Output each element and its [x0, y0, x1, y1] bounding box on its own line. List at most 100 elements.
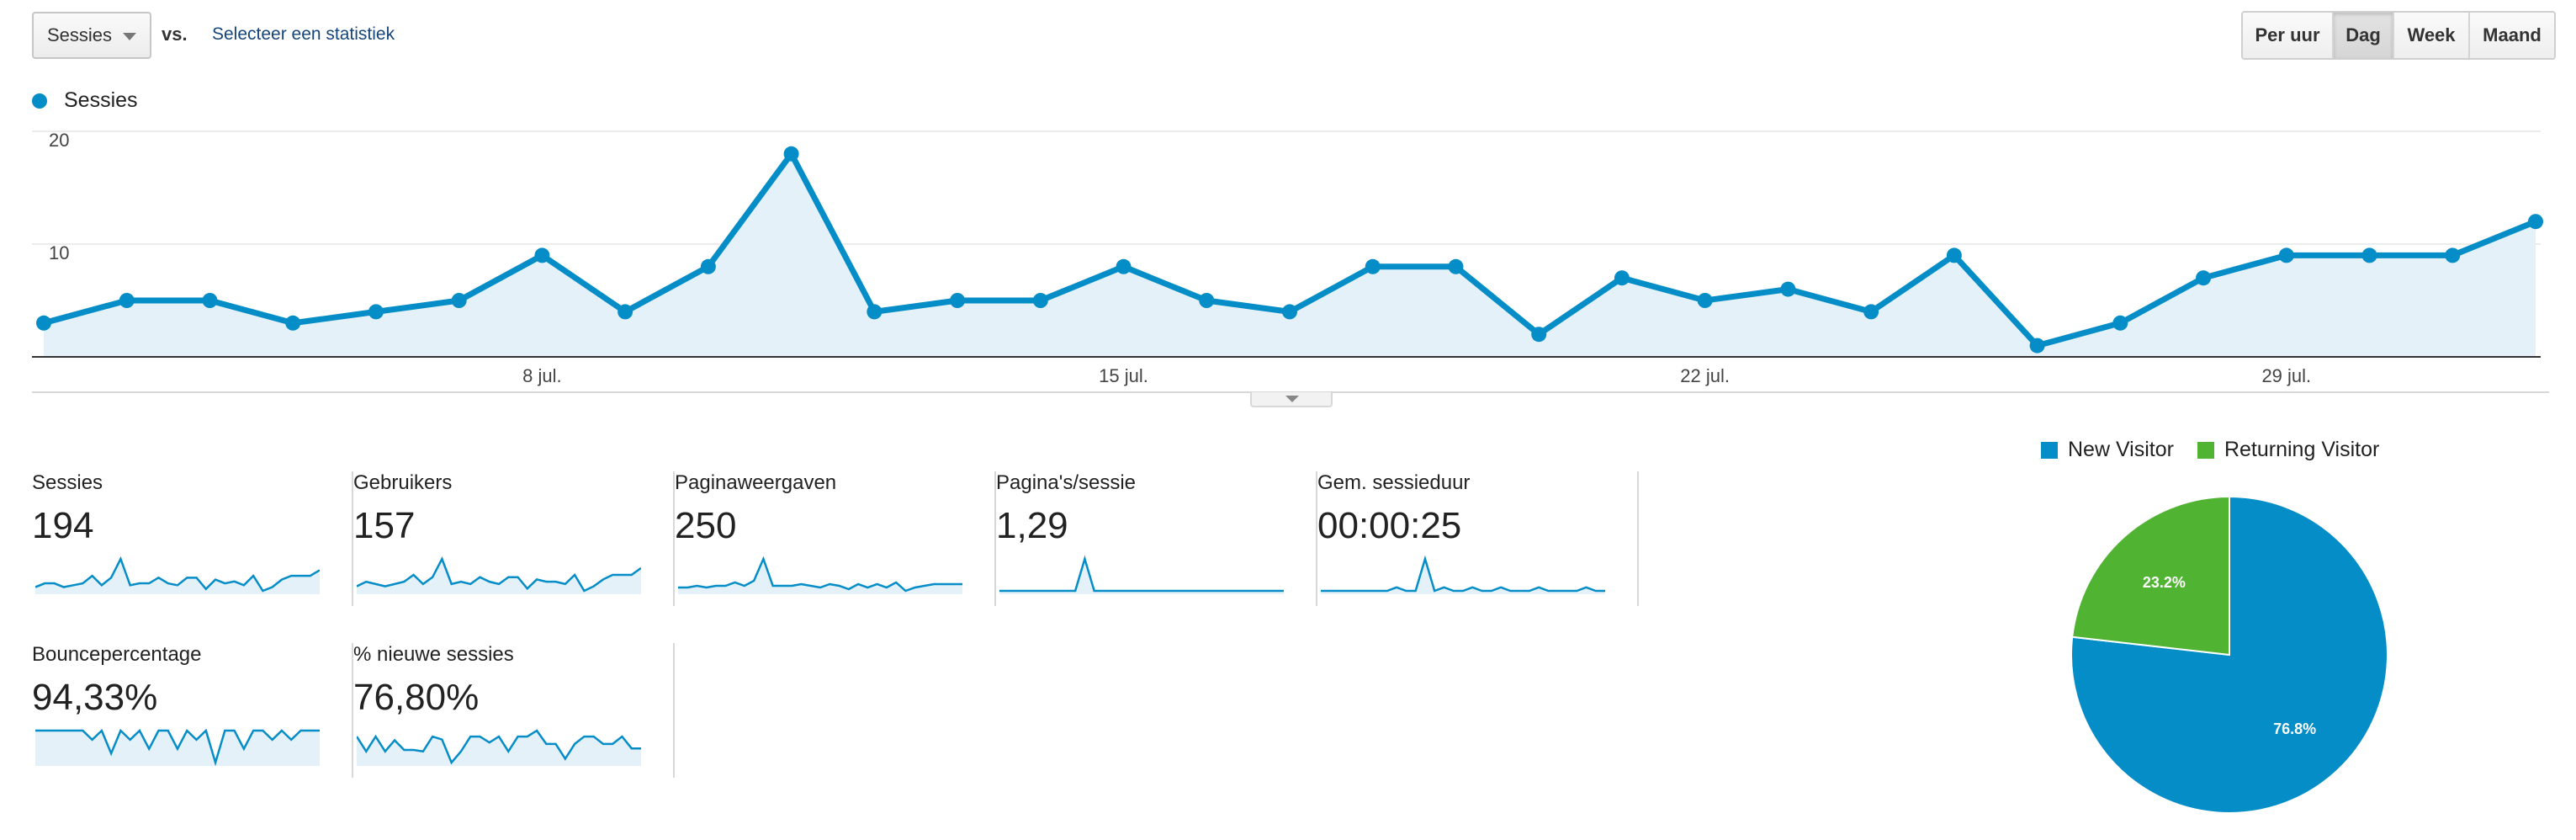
compare-metric-link[interactable]: Selecteer een statistiek [212, 24, 395, 44]
pie-legend: New Visitor Returning Visitor [2041, 438, 2403, 462]
data-point [1863, 304, 1879, 320]
scorecard-bounce-rate[interactable]: Bouncepercentage 94,33% [32, 643, 353, 778]
pie-legend-item-new[interactable]: New Visitor [2041, 438, 2174, 462]
data-point [1365, 258, 1381, 274]
sparkline-line [357, 729, 641, 765]
x-tick-label: 15 jul. [1099, 365, 1148, 386]
metric-select-value: Sessies [47, 24, 113, 45]
data-point [1448, 258, 1464, 274]
sparkline [35, 556, 320, 594]
period-toggle: Per uur Dag Week Maand [2241, 11, 2556, 60]
scorecard-users[interactable]: Gebruikers 157 [353, 471, 675, 606]
scorecard-value: 1,29 [996, 505, 1068, 546]
data-point [783, 146, 799, 162]
pie-slice [2071, 495, 2230, 657]
sparkline [357, 556, 641, 594]
x-tick-label: 8 jul. [522, 365, 561, 386]
sessions-line-chart: 10 20 8 jul. 15 jul. 22 jul. 29 jul. [32, 130, 2549, 393]
data-point [1697, 293, 1713, 308]
chart-collapse-handle[interactable] [1250, 392, 1333, 407]
chart-legend: Sessies [32, 88, 138, 113]
sparkline-area [678, 559, 962, 594]
data-point [2278, 247, 2294, 263]
scorecard-label: Gebruikers [353, 471, 453, 494]
metric-select[interactable]: Sessies [32, 12, 151, 59]
chevron-down-icon [1285, 396, 1299, 402]
scorecard-avg-session-duration[interactable]: Gem. sessieduur 00:00:25 [1317, 471, 1639, 606]
scorecard-value: 194 [32, 505, 94, 546]
data-point [2196, 270, 2212, 286]
scorecard-label: Bouncepercentage [32, 643, 202, 666]
scorecard-label: Paginaweergaven [675, 471, 837, 494]
scorecard-value: 94,33% [32, 677, 158, 718]
sparkline [35, 728, 320, 766]
x-tick-label: 22 jul. [1680, 365, 1730, 386]
visitor-type-pie-chart: 76.8% 23.2% [2070, 495, 2388, 814]
data-point [2528, 214, 2543, 230]
data-point [119, 293, 135, 308]
data-point [36, 315, 51, 331]
data-point [368, 304, 384, 320]
scorecard-label: Gem. sessieduur [1317, 471, 1471, 494]
period-week-button[interactable]: Week [2394, 13, 2470, 58]
x-tick-label: 29 jul. [2261, 365, 2311, 386]
data-point [1199, 293, 1215, 308]
sparkline-area [999, 559, 1284, 594]
data-point [1946, 247, 1962, 263]
data-point [617, 304, 633, 320]
period-day-button[interactable]: Dag [2334, 13, 2394, 58]
data-point [1614, 270, 1630, 286]
pie-slice-label: 76.8% [2273, 720, 2316, 737]
data-point [2029, 338, 2045, 354]
data-point [700, 258, 716, 274]
data-point [534, 247, 550, 263]
data-point [950, 293, 966, 308]
scorecard-value: 250 [675, 505, 737, 546]
sparkline-area [357, 731, 641, 766]
legend-label: Sessies [64, 88, 138, 112]
scorecard-sessions[interactable]: Sessies 194 [32, 471, 353, 606]
data-point [1531, 327, 1547, 343]
data-point [202, 293, 218, 308]
sparkline-line [35, 728, 320, 766]
scorecard-pages-per-session[interactable]: Pagina's/sessie 1,29 [996, 471, 1317, 606]
data-point [867, 304, 883, 320]
vs-label: vs. [162, 24, 188, 45]
scorecard-pageviews[interactable]: Paginaweergaven 250 [675, 471, 996, 606]
series-area [44, 153, 2536, 357]
legend-swatch [2041, 441, 2058, 459]
sparkline-line [357, 556, 641, 593]
data-point [2112, 315, 2128, 331]
chevron-down-icon [123, 33, 136, 40]
scorecard-label: % nieuwe sessies [353, 643, 514, 666]
sparkline-line [678, 556, 962, 593]
scorecard-label: Pagina's/sessie [996, 471, 1137, 494]
scorecard-new-sessions[interactable]: % nieuwe sessies 76,80% [353, 643, 675, 778]
sparkline-area [357, 559, 641, 594]
sparkline-line [1321, 556, 1605, 593]
data-point [1116, 258, 1132, 274]
scorecard-value: 157 [353, 505, 416, 546]
period-hourly-button[interactable]: Per uur [2243, 13, 2334, 58]
scorecard-label: Sessies [32, 471, 103, 494]
sparkline [678, 556, 962, 594]
sparkline [999, 556, 1284, 594]
data-point [285, 315, 301, 331]
data-point [451, 293, 467, 308]
data-point [1780, 281, 1796, 297]
sparkline-area [35, 559, 320, 594]
pie-legend-label: Returning Visitor [2224, 438, 2380, 461]
period-month-button[interactable]: Maand [2470, 13, 2554, 58]
sparkline [1321, 556, 1605, 594]
data-point [2361, 247, 2377, 263]
pie-legend-label: New Visitor [2068, 438, 2174, 461]
data-point [1282, 304, 1297, 320]
legend-swatch [2197, 441, 2214, 459]
scorecard-value: 76,80% [353, 677, 480, 718]
pie-slice-label: 23.2% [2143, 574, 2186, 591]
sparkline-area [35, 731, 320, 766]
y-tick-label: 10 [49, 242, 69, 263]
pie-legend-item-returning[interactable]: Returning Visitor [2197, 438, 2379, 462]
data-point [1032, 293, 1048, 308]
legend-swatch [32, 93, 47, 109]
